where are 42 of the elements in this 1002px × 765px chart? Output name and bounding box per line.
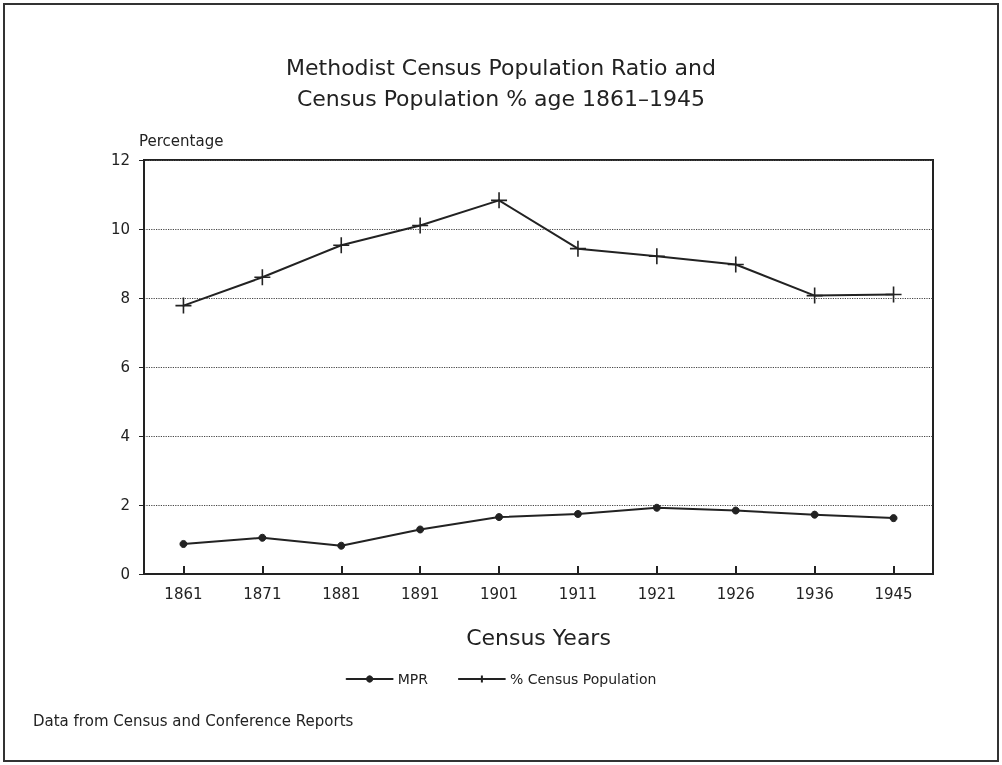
point [805,286,824,305]
y-axis-title: Percentage [139,131,224,150]
point [411,216,429,235]
point [889,514,898,523]
point [731,506,740,515]
point [884,285,903,304]
y-tick-label: 4 [120,427,130,445]
y-tick-label: 8 [120,289,130,307]
point [652,503,661,512]
point [332,236,351,255]
x-tick-label: 1921 [637,584,676,603]
point [490,191,508,210]
point [416,525,425,534]
y-tick-label: 10 [110,220,130,238]
x-axis-title: Census Years [466,624,611,650]
y-tick-label: 2 [120,496,130,514]
legend-label: MPR [397,671,429,687]
point [573,509,582,518]
x-tick-label: 1936 [795,584,834,603]
legend-label: % Census Population [509,671,657,687]
x-tick-label: 1861 [164,584,203,603]
point [726,255,745,274]
y-tick-label: 12 [110,151,130,169]
x-tick-label: 1871 [243,584,282,603]
point [253,268,272,287]
text: Data from Census and Conference Reports [33,711,354,730]
point [495,513,504,522]
x-tick-label: 1891 [401,584,440,603]
point [258,533,267,542]
x-tick-label: 1926 [716,584,755,603]
x-tick-label: 1901 [479,584,519,603]
y-tick-label: 6 [120,358,130,376]
chart-title: Methodist Census Population Ratio and Census Population % age 1861–1945 [286,55,716,111]
x-tick-label: 1945 [874,584,913,603]
point [337,541,346,550]
x-tick-label: 1881 [322,584,361,603]
y-tick-label: 0 [120,565,130,583]
x-tick-label: 1911 [558,584,598,603]
point [174,296,193,315]
point [179,539,188,548]
point [810,510,819,519]
point [569,239,587,258]
